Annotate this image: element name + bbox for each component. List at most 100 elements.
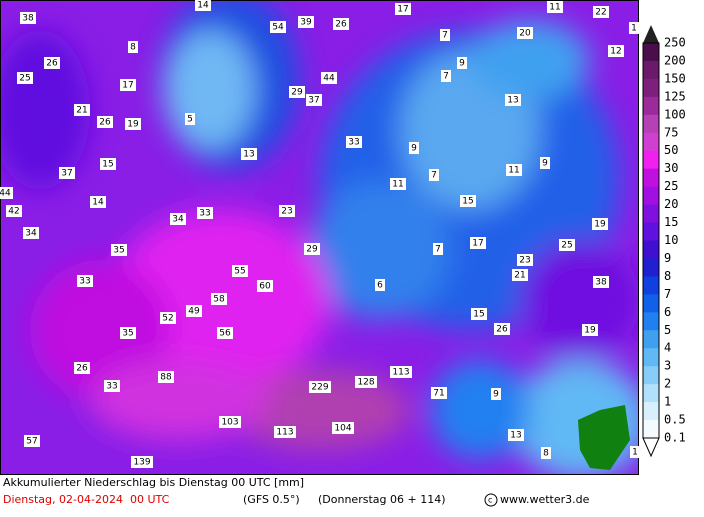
station-value: 23 xyxy=(281,207,292,217)
colorbar-label: 6 xyxy=(664,305,671,319)
precip-field xyxy=(0,0,638,474)
colorbar-label: 75 xyxy=(664,125,678,139)
station-value: 9 xyxy=(411,144,417,154)
label-box xyxy=(429,169,439,181)
station-value: 17 xyxy=(472,239,483,249)
copyright-c: c xyxy=(488,496,492,505)
station-value: 5 xyxy=(187,115,193,125)
station-value: 56 xyxy=(219,329,231,339)
station-value: 12 xyxy=(610,47,621,57)
label-box xyxy=(559,239,575,251)
label-box xyxy=(457,57,467,69)
colorbar-segment xyxy=(643,150,659,170)
station-value: 7 xyxy=(435,245,441,255)
station-value: 37 xyxy=(61,169,72,179)
colorbar-label: 8 xyxy=(664,269,671,283)
station-value: 57 xyxy=(26,437,37,447)
label-box xyxy=(131,456,153,468)
colorbar-segment xyxy=(643,222,659,241)
colorbar-label: 250 xyxy=(664,36,686,50)
station-value: 26 xyxy=(99,118,111,128)
station-value: 14 xyxy=(92,198,104,208)
label-box xyxy=(211,293,227,305)
colorbar-segment xyxy=(643,43,659,62)
station-value: 26 xyxy=(76,364,88,374)
station-value: 13 xyxy=(510,431,521,441)
colorbar-label: 0.5 xyxy=(664,413,686,427)
label-box xyxy=(517,254,533,266)
station-value: 26 xyxy=(335,20,347,30)
colorbar-label: 20 xyxy=(664,197,678,211)
caption: Akkumulierter Niederschlag bis Dienstag … xyxy=(3,476,304,489)
colorbar-segment xyxy=(643,366,659,385)
label-box xyxy=(289,86,305,98)
label-box xyxy=(90,196,106,208)
station-value: 38 xyxy=(595,278,607,288)
station-value: 6 xyxy=(377,281,383,291)
station-value: 44 xyxy=(323,74,335,84)
station-value: 15 xyxy=(462,197,473,207)
label-box xyxy=(346,136,362,148)
colorbar-label: 0.1 xyxy=(664,431,686,445)
station-value: 26 xyxy=(46,59,58,69)
label-box xyxy=(158,371,174,383)
station-value: 19 xyxy=(584,326,596,336)
station-value: 20 xyxy=(519,29,531,39)
label-box xyxy=(441,70,451,82)
station-value: 9 xyxy=(459,59,465,69)
station-value: 88 xyxy=(160,373,172,383)
label-box xyxy=(104,380,120,392)
label-box xyxy=(508,429,524,441)
label-box xyxy=(582,324,598,336)
colorbar-segment xyxy=(643,168,659,188)
station-value: 38 xyxy=(22,14,34,24)
colorbar-label: 150 xyxy=(664,71,686,85)
label-box xyxy=(170,213,186,225)
station-value: 1 xyxy=(631,24,637,34)
label-box xyxy=(592,218,608,230)
label-box xyxy=(431,387,447,399)
station-value: 128 xyxy=(357,378,374,388)
colorbar-segment xyxy=(643,204,659,224)
station-value: 29 xyxy=(291,88,303,98)
station-value: 19 xyxy=(594,220,606,230)
label-box xyxy=(186,305,202,317)
colorbar-label: 100 xyxy=(664,107,686,121)
label-box xyxy=(440,29,450,41)
label-box xyxy=(59,167,75,179)
station-value: 7 xyxy=(442,31,448,41)
label-box xyxy=(355,376,377,388)
station-value: 9 xyxy=(493,390,499,400)
colorbar-segment xyxy=(643,240,659,259)
colorbar-label: 1 xyxy=(664,395,671,409)
label-box xyxy=(120,79,136,91)
label-box xyxy=(74,104,90,116)
colorbar-label: 10 xyxy=(664,233,678,247)
label-box xyxy=(629,22,639,34)
colorbar-label: 3 xyxy=(664,359,671,373)
colorbar-segment xyxy=(643,96,659,116)
label-box xyxy=(20,12,36,24)
colorbar: 250 200 150 125 100 75 50 30 25 20 15 10 9 8 7 6 5 4 3 2 1 0.… xyxy=(642,25,686,458)
colorbar-label: 2 xyxy=(664,377,671,391)
colorbar-label: 7 xyxy=(664,287,671,301)
station-value: 17 xyxy=(397,5,408,15)
label-box xyxy=(304,243,320,255)
label-box xyxy=(541,447,551,459)
label-box xyxy=(44,57,60,69)
label-box xyxy=(195,0,211,11)
colorbar-segment xyxy=(643,114,659,134)
label-box xyxy=(97,116,113,128)
station-value: 42 xyxy=(8,207,19,217)
colorbar-label: 9 xyxy=(664,251,671,265)
station-value: 29 xyxy=(306,245,318,255)
station-value: 104 xyxy=(334,424,351,434)
label-box xyxy=(630,446,640,458)
station-value: 71 xyxy=(433,389,444,399)
station-value: 35 xyxy=(122,329,133,339)
colorbar-segment xyxy=(643,258,659,277)
label-box xyxy=(232,265,248,277)
label-box xyxy=(460,195,476,207)
label-box xyxy=(6,205,22,217)
